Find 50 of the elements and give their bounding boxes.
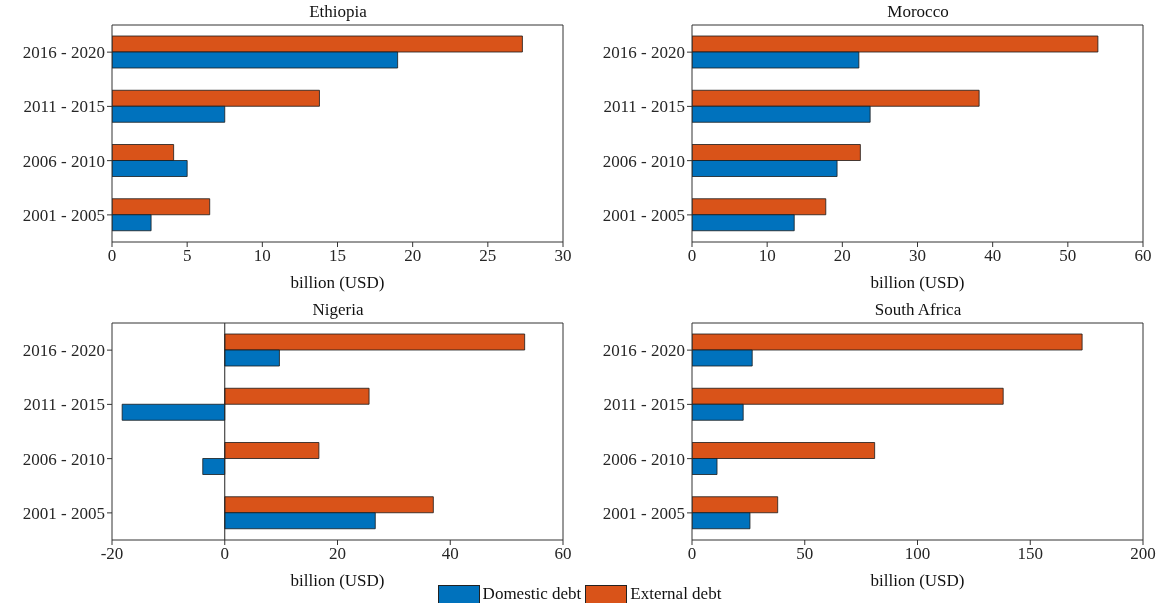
legend-label: Domestic debt xyxy=(482,584,582,603)
x-tick-label: 10 xyxy=(253,246,271,266)
x-tick-label: 50 xyxy=(1059,246,1077,266)
x-axis-title: billion (USD) xyxy=(290,571,385,590)
x-tick-label: 150 xyxy=(1017,544,1043,564)
x-tick-label: 0 xyxy=(687,544,697,564)
y-tick-label: 2016 - 2020 xyxy=(602,43,685,63)
x-axis-title: billion (USD) xyxy=(870,273,965,292)
x-tick-label: 20 xyxy=(404,246,422,266)
y-tick-label: 2001 - 2005 xyxy=(22,503,105,523)
x-tick-label: 5 xyxy=(182,246,192,266)
x-tick-label: 40 xyxy=(984,246,1002,266)
x-tick-label: 0 xyxy=(220,544,229,564)
x-tick-label: 15 xyxy=(329,246,346,266)
y-tick-label: 2011 - 2015 xyxy=(23,395,105,415)
chart-title: Nigeria xyxy=(311,300,365,320)
x-tick-label: -20 xyxy=(100,544,124,564)
x-tick-label: 0 xyxy=(687,246,697,266)
y-tick-label: 2016 - 2020 xyxy=(22,43,105,63)
y-tick-label: 2006 - 2010 xyxy=(22,151,105,171)
x-axis-title: billion (USD) xyxy=(870,571,965,590)
legend-label: External debt xyxy=(630,584,722,603)
x-tick-label: 40 xyxy=(441,544,459,564)
x-tick-label: 30 xyxy=(909,246,926,266)
x-tick-label: 20 xyxy=(833,246,851,266)
x-tick-label: 10 xyxy=(758,246,776,266)
x-tick-label: 200 xyxy=(1130,544,1156,564)
x-tick-label: 0 xyxy=(107,246,117,266)
x-tick-label: 100 xyxy=(904,544,931,564)
x-tick-label: 50 xyxy=(796,544,814,564)
chart-title: Ethiopia xyxy=(308,2,368,22)
x-tick-label: 30 xyxy=(554,246,572,266)
y-tick-label: 2006 - 2010 xyxy=(602,449,685,469)
y-tick-label: 2001 - 2005 xyxy=(602,503,685,523)
chart-title: South Africa xyxy=(873,300,963,320)
y-tick-label: 2001 - 2005 xyxy=(22,205,105,225)
x-tick-label: 60 xyxy=(1134,246,1152,266)
x-tick-label: 60 xyxy=(554,544,572,564)
y-tick-label: 2016 - 2020 xyxy=(22,341,105,361)
y-tick-label: 2011 - 2015 xyxy=(23,97,105,117)
x-tick-label: 25 xyxy=(479,246,497,266)
y-tick-label: 2006 - 2010 xyxy=(602,151,685,171)
y-tick-label: 2016 - 2020 xyxy=(602,341,685,361)
y-tick-label: 2011 - 2015 xyxy=(603,395,685,415)
y-tick-label: 2011 - 2015 xyxy=(603,97,685,117)
y-tick-label: 2006 - 2010 xyxy=(22,449,105,469)
y-tick-label: 2001 - 2005 xyxy=(602,205,685,225)
x-axis-title: billion (USD) xyxy=(290,273,385,292)
chart-title: Morocco xyxy=(886,2,950,22)
x-tick-label: 20 xyxy=(329,544,346,564)
